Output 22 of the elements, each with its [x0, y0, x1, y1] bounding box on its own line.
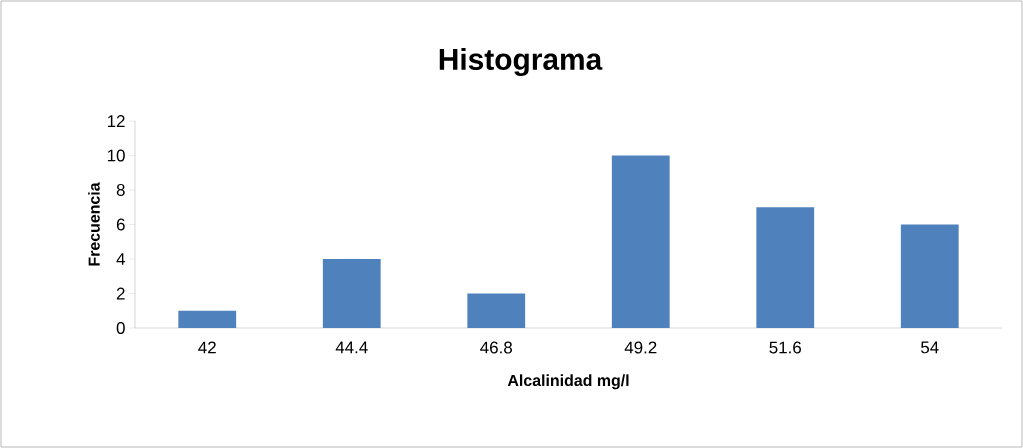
y-axis-title: Frecuencia — [88, 182, 100, 266]
y-tick-label: 4 — [116, 253, 125, 265]
x-tick-label: 42 — [198, 341, 216, 354]
x-tick-label: 49.2 — [624, 341, 657, 354]
x-tick-label: 51.6 — [769, 341, 801, 354]
y-tick-label: 2 — [116, 287, 125, 300]
bar — [178, 310, 237, 328]
x-axis-title: Alcalinidad mg/l — [507, 374, 629, 390]
x-tick-label: 54 — [921, 341, 939, 354]
bar — [900, 224, 959, 328]
y-tick-label: 0 — [116, 322, 125, 334]
bar — [756, 207, 815, 328]
x-tick-label: 46.8 — [480, 341, 512, 354]
y-tick-label: 8 — [116, 184, 125, 196]
bar — [467, 293, 526, 328]
y-tick-label: 10 — [107, 149, 125, 162]
x-tick-label: 44.4 — [335, 341, 368, 354]
chart-title: Histograma — [439, 48, 603, 76]
y-tick-label: 12 — [107, 115, 125, 127]
y-tick-label: 6 — [116, 218, 125, 231]
bar — [611, 155, 670, 328]
bar — [322, 259, 381, 328]
